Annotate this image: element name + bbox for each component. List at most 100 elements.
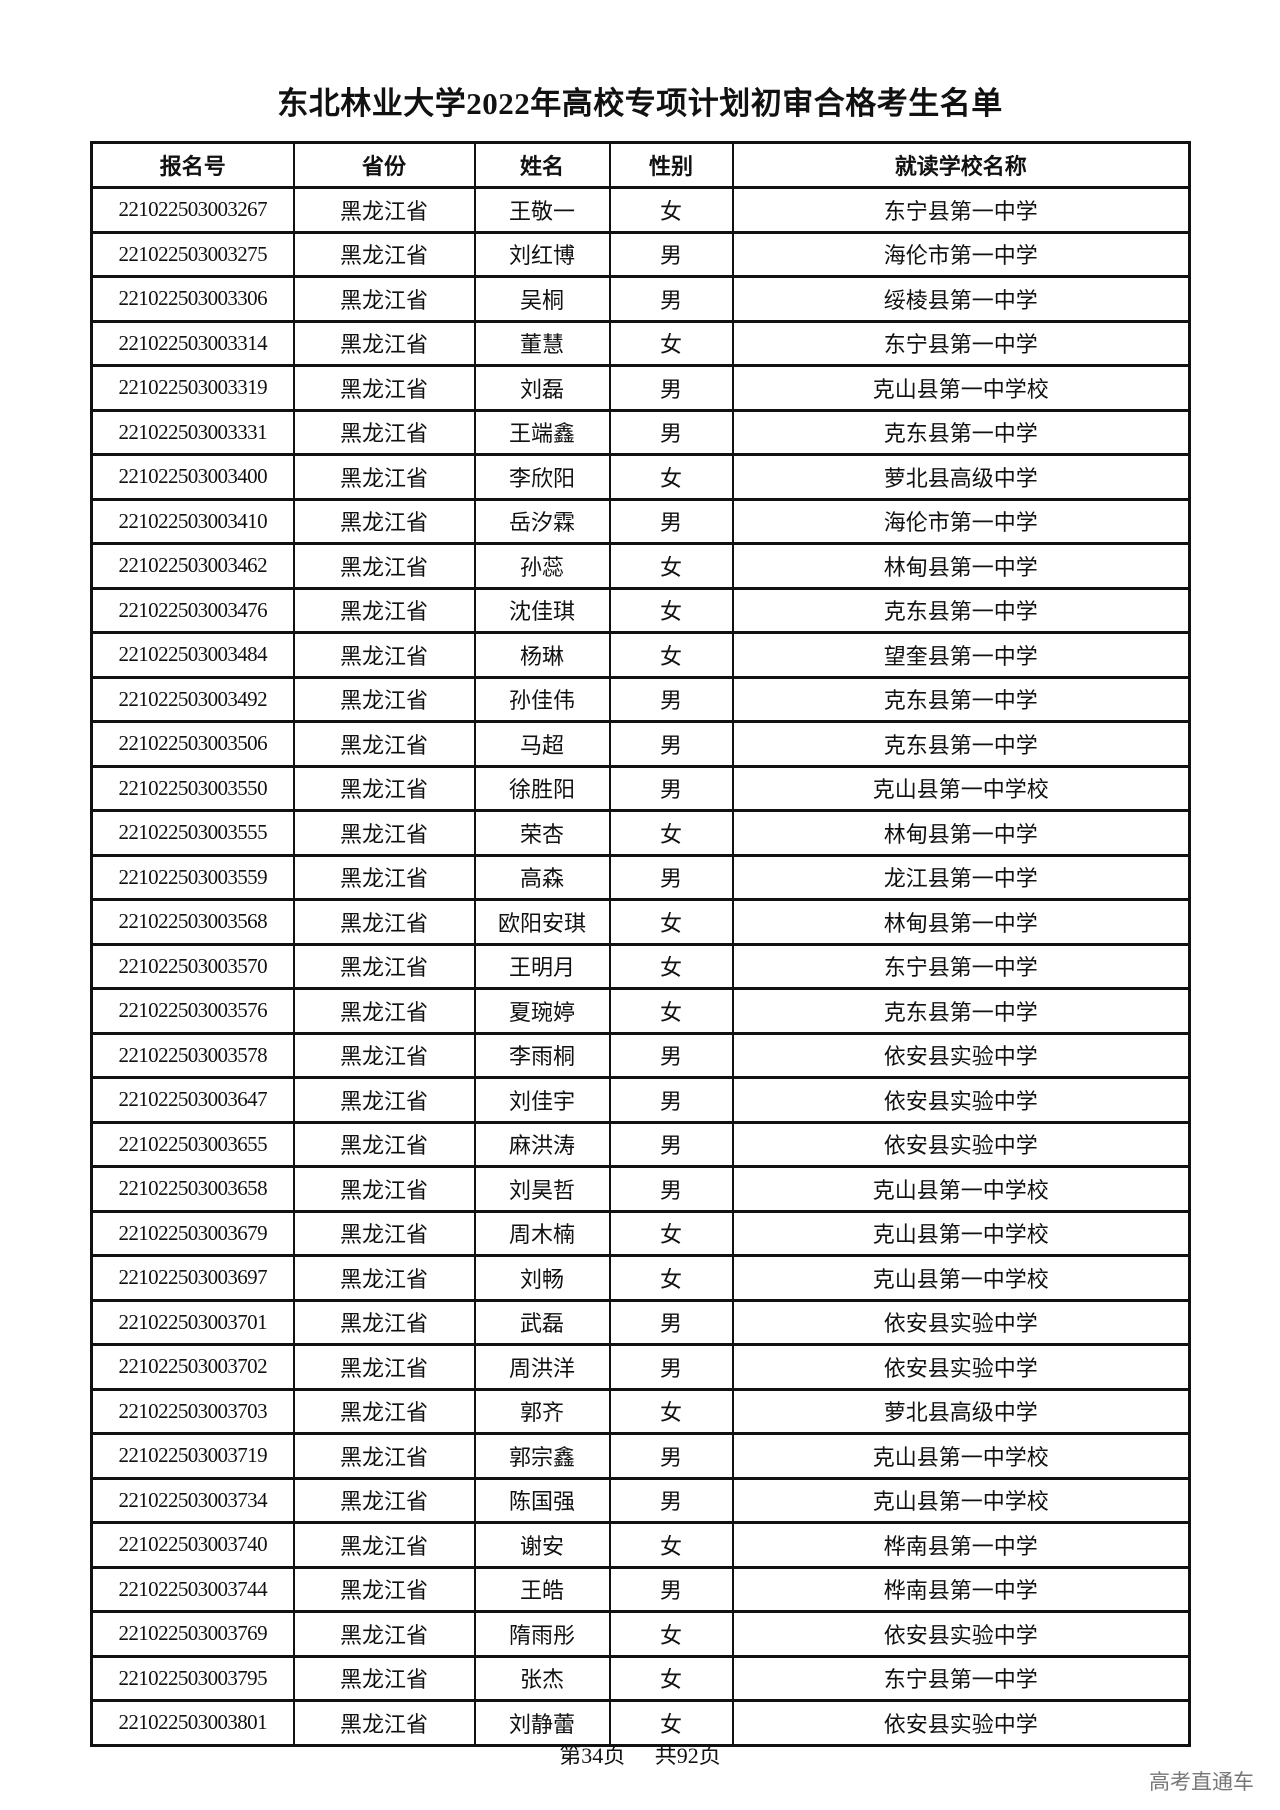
cell-registration-number: 221022503003769 (90, 1610, 295, 1658)
table-header-row: 报名号 省份 姓名 性别 就读学校名称 (90, 141, 1191, 189)
cell-name: 徐胜阳 (473, 765, 611, 812)
cell-province: 黑龙江省 (292, 1432, 476, 1480)
cell-registration-number: 221022503003314 (90, 320, 295, 367)
cell-registration-number: 221022503003734 (90, 1477, 295, 1524)
cell-gender: 男 (608, 1032, 734, 1079)
cell-school: 萝北县高级中学 (731, 1388, 1191, 1435)
cell-province: 黑龙江省 (292, 542, 476, 590)
cell-province: 黑龙江省 (292, 631, 476, 679)
cell-name: 孙蕊 (473, 542, 611, 590)
page-footer: 第34页 共92页 (0, 1738, 1280, 1770)
cell-province: 黑龙江省 (292, 943, 476, 990)
cell-name: 王端鑫 (473, 409, 611, 456)
table-row: 221022503003462 黑龙江省 孙蕊女林甸县第一中学 (90, 542, 1191, 590)
table-row: 221022503003306 黑龙江省 吴桐男绥棱县第一中学 (90, 275, 1191, 323)
cell-registration-number: 221022503003647 (90, 1076, 295, 1124)
cell-province: 黑龙江省 (292, 320, 476, 367)
cell-gender: 女 (608, 1655, 734, 1702)
cell-province: 黑龙江省 (292, 720, 476, 768)
cell-gender: 女 (608, 809, 734, 857)
cell-school: 东宁县第一中学 (731, 186, 1191, 234)
cell-province: 黑龙江省 (292, 1521, 476, 1569)
cell-registration-number: 221022503003550 (90, 765, 295, 812)
cell-name: 李欣阳 (473, 453, 611, 501)
table-row: 221022503003697 黑龙江省 刘畅女克山县第一中学校 (90, 1254, 1191, 1302)
cell-gender: 男 (608, 275, 734, 323)
cell-gender: 女 (608, 320, 734, 367)
cell-gender: 男 (608, 409, 734, 456)
candidate-table: 报名号 省份 姓名 性别 就读学校名称 221022503003267 黑龙江省王… (90, 141, 1191, 1747)
header-registration-number: 报名号 (90, 141, 295, 189)
cell-registration-number: 221022503003559 (90, 854, 295, 901)
cell-name: 欧阳安琪 (473, 898, 611, 946)
cell-school: 林甸县第一中学 (731, 898, 1191, 946)
cell-school: 海伦市第一中学 (731, 231, 1191, 278)
cell-school: 林甸县第一中学 (731, 542, 1191, 590)
cell-name: 董慧 (473, 320, 611, 367)
table-row: 221022503003331 黑龙江省 王端鑫男克东县第一中学 (90, 409, 1191, 456)
cell-name: 王明月 (473, 943, 611, 990)
watermark: 高考直通车 (1149, 1771, 1254, 1794)
cell-registration-number: 221022503003506 (90, 720, 295, 768)
cell-province: 黑龙江省 (292, 1699, 476, 1747)
cell-school: 桦南县第一中学 (731, 1566, 1191, 1613)
cell-school: 克山县第一中学校 (731, 1432, 1191, 1480)
cell-registration-number: 221022503003275 (90, 231, 295, 278)
cell-school: 林甸县第一中学 (731, 809, 1191, 857)
cell-gender: 女 (608, 587, 734, 634)
cell-gender: 女 (608, 1610, 734, 1658)
cell-gender: 男 (608, 1299, 734, 1346)
table-row: 221022503003410 黑龙江省 岳汐霖男海伦市第一中学 (90, 498, 1191, 545)
cell-registration-number: 221022503003568 (90, 898, 295, 946)
cell-registration-number: 221022503003703 (90, 1388, 295, 1435)
cell-province: 黑龙江省 (292, 1610, 476, 1658)
cell-gender: 女 (608, 987, 734, 1035)
cell-school: 克东县第一中学 (731, 587, 1191, 634)
cell-name: 张杰 (473, 1655, 611, 1702)
cell-school: 绥棱县第一中学 (731, 275, 1191, 323)
table-row: 221022503003555 黑龙江省 荣杏女林甸县第一中学 (90, 809, 1191, 857)
cell-school: 克山县第一中学校 (731, 364, 1191, 412)
cell-school: 克东县第一中学 (731, 676, 1191, 723)
table-row: 221022503003734 黑龙江省 陈国强男克山县第一中学校 (90, 1477, 1191, 1524)
cell-gender: 男 (608, 1566, 734, 1613)
cell-gender: 男 (608, 854, 734, 901)
cell-registration-number: 221022503003740 (90, 1521, 295, 1569)
cell-gender: 女 (608, 898, 734, 946)
cell-name: 刘红博 (473, 231, 611, 278)
cell-gender: 男 (608, 765, 734, 812)
cell-province: 黑龙江省 (292, 498, 476, 545)
table-row: 221022503003578 黑龙江省 李雨桐男依安县实验中学 (90, 1032, 1191, 1079)
cell-registration-number: 221022503003331 (90, 409, 295, 456)
cell-registration-number: 221022503003267 (90, 186, 295, 234)
cell-province: 黑龙江省 (292, 587, 476, 634)
cell-province: 黑龙江省 (292, 765, 476, 812)
cell-name: 孙佳伟 (473, 676, 611, 723)
cell-province: 黑龙江省 (292, 898, 476, 946)
cell-name: 刘畅 (473, 1254, 611, 1302)
cell-registration-number: 221022503003492 (90, 676, 295, 723)
header-province: 省份 (292, 141, 476, 189)
cell-name: 郭齐 (473, 1388, 611, 1435)
cell-registration-number: 221022503003476 (90, 587, 295, 634)
cell-registration-number: 221022503003658 (90, 1165, 295, 1213)
cell-registration-number: 221022503003655 (90, 1121, 295, 1168)
cell-province: 黑龙江省 (292, 409, 476, 456)
cell-province: 黑龙江省 (292, 186, 476, 234)
cell-registration-number: 221022503003701 (90, 1299, 295, 1346)
cell-province: 黑龙江省 (292, 1343, 476, 1391)
cell-registration-number: 221022503003795 (90, 1655, 295, 1702)
table-row: 221022503003701 黑龙江省 武磊男依安县实验中学 (90, 1299, 1191, 1346)
cell-province: 黑龙江省 (292, 275, 476, 323)
table-row: 221022503003769 黑龙江省 隋雨彤女依安县实验中学 (90, 1610, 1191, 1658)
cell-registration-number: 221022503003462 (90, 542, 295, 590)
cell-gender: 女 (608, 631, 734, 679)
table-row: 221022503003267 黑龙江省 王敬一女东宁县第一中学 (90, 186, 1191, 234)
cell-province: 黑龙江省 (292, 231, 476, 278)
cell-name: 刘磊 (473, 364, 611, 412)
cell-school: 东宁县第一中学 (731, 943, 1191, 990)
cell-province: 黑龙江省 (292, 809, 476, 857)
cell-name: 岳汐霖 (473, 498, 611, 545)
cell-province: 黑龙江省 (292, 1477, 476, 1524)
cell-registration-number: 221022503003697 (90, 1254, 295, 1302)
